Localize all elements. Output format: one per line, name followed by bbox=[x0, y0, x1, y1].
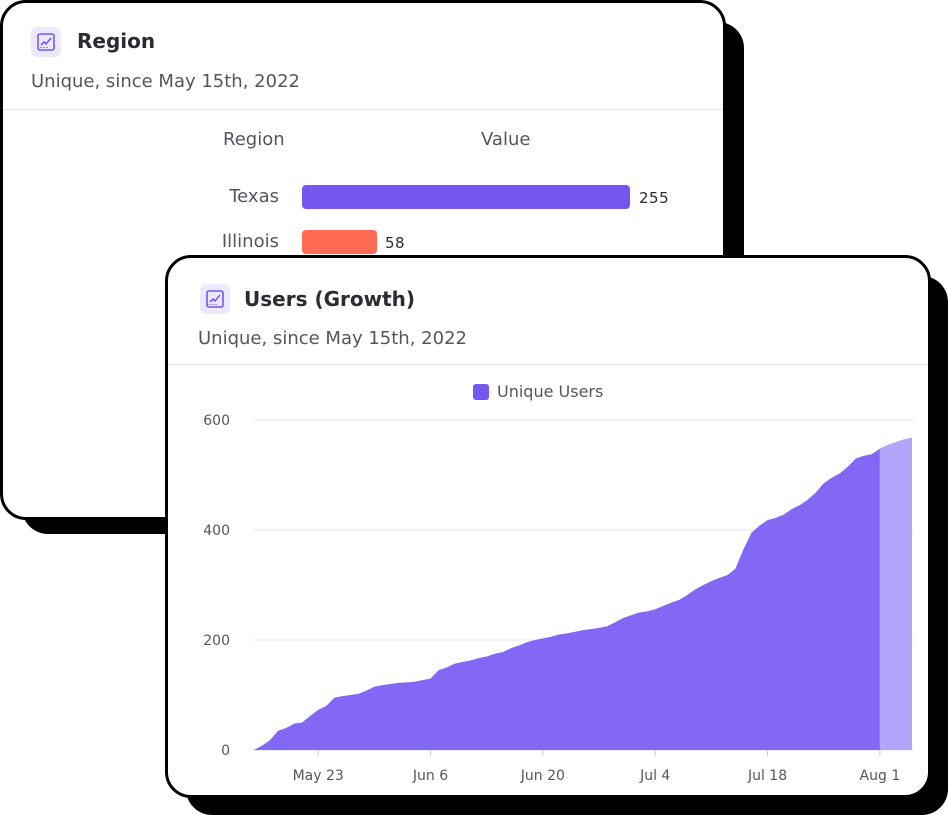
region-card-header: Region Unique, since May 15th, 2022 bbox=[3, 3, 723, 110]
series-area-partial-period[interactable] bbox=[879, 437, 912, 750]
region-card-subtitle: Unique, since May 15th, 2022 bbox=[31, 71, 300, 92]
growth-card-subtitle: Unique, since May 15th, 2022 bbox=[198, 328, 467, 349]
growth-card-header: Users (Growth) Unique, since May 15th, 2… bbox=[168, 258, 928, 365]
column-header-region: Region bbox=[223, 129, 285, 150]
region-bar-value: 255 bbox=[639, 189, 670, 207]
line-chart-icon bbox=[31, 27, 61, 57]
y-tick-label: 200 bbox=[203, 633, 230, 649]
growth-area-chart: 0 200 400 600 May 23 Jun 6 Jun 20 Jul 4 Jul 18 A… bbox=[203, 413, 914, 784]
x-tick-label: Jul 4 bbox=[639, 768, 670, 784]
y-tick-label: 0 bbox=[221, 743, 230, 759]
column-header-value: Value bbox=[481, 129, 531, 150]
region-bar-value: 58 bbox=[385, 234, 406, 252]
x-tick-label: Jun 20 bbox=[520, 768, 565, 784]
x-tick-label: Jun 6 bbox=[412, 768, 448, 784]
x-tick-label: Aug 1 bbox=[860, 768, 901, 784]
region-card-title: Region bbox=[77, 29, 156, 53]
line-chart-icon bbox=[200, 284, 230, 314]
legend-swatch bbox=[473, 383, 489, 400]
region-row-label: Texas bbox=[229, 186, 279, 207]
region-bar-illinois[interactable] bbox=[302, 230, 377, 254]
growth-card-title: Users (Growth) bbox=[244, 287, 416, 311]
legend-label: Unique Users bbox=[497, 382, 604, 401]
chart-legend[interactable]: Unique Users bbox=[473, 382, 603, 401]
y-tick-label: 600 bbox=[203, 413, 230, 429]
region-row-label: Illinois bbox=[221, 231, 279, 252]
x-tick-label: Jul 18 bbox=[747, 768, 787, 784]
x-tick-label: May 23 bbox=[293, 768, 344, 784]
region-bar-texas[interactable] bbox=[302, 185, 630, 209]
series-area-unique-users[interactable] bbox=[254, 448, 880, 750]
growth-card: Users (Growth) Unique, since May 15th, 2… bbox=[165, 255, 931, 798]
y-tick-label: 400 bbox=[203, 523, 230, 539]
